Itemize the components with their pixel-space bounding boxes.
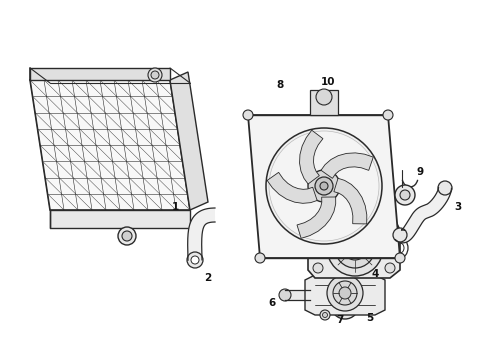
Circle shape [336,296,354,314]
Polygon shape [30,80,190,210]
Circle shape [320,182,328,190]
Circle shape [122,231,132,241]
Text: 4: 4 [371,269,379,279]
Circle shape [255,253,265,263]
Circle shape [320,310,330,320]
Circle shape [400,190,410,200]
Circle shape [385,263,395,273]
Polygon shape [50,210,190,228]
Circle shape [151,71,159,79]
Circle shape [327,220,383,276]
Polygon shape [285,289,310,301]
Circle shape [279,289,291,301]
Circle shape [266,128,382,244]
Text: 9: 9 [416,167,423,177]
Circle shape [308,170,340,202]
Circle shape [148,68,162,82]
Circle shape [191,256,199,264]
Circle shape [335,228,375,268]
Text: 1: 1 [172,202,179,212]
Circle shape [393,228,407,242]
Circle shape [383,110,393,120]
Polygon shape [310,90,338,115]
Polygon shape [334,178,367,224]
Circle shape [118,227,136,245]
Circle shape [333,281,357,305]
Text: 2: 2 [204,273,212,283]
Circle shape [315,177,333,195]
Polygon shape [30,68,170,80]
Circle shape [385,220,395,230]
Circle shape [313,220,323,230]
Polygon shape [321,153,373,178]
Text: 10: 10 [321,77,335,87]
Circle shape [341,301,349,309]
Circle shape [343,236,367,260]
Circle shape [327,275,363,311]
Circle shape [313,263,323,273]
Circle shape [339,287,351,299]
Text: 3: 3 [454,202,462,212]
Circle shape [331,291,359,319]
Polygon shape [248,115,400,258]
Polygon shape [297,197,336,238]
Text: 8: 8 [276,80,284,90]
Circle shape [269,131,379,241]
Polygon shape [305,275,385,315]
Polygon shape [299,130,323,184]
Polygon shape [267,172,317,203]
Circle shape [395,253,405,263]
Circle shape [322,312,327,318]
Polygon shape [170,72,208,210]
Circle shape [350,243,360,253]
Circle shape [243,110,253,120]
Circle shape [187,252,203,268]
Text: 7: 7 [336,315,343,325]
Circle shape [438,181,452,195]
Circle shape [316,89,332,105]
Polygon shape [188,208,215,260]
Polygon shape [395,188,451,243]
Text: 5: 5 [367,313,374,323]
Text: 6: 6 [269,298,275,308]
Circle shape [395,185,415,205]
Polygon shape [308,220,400,278]
